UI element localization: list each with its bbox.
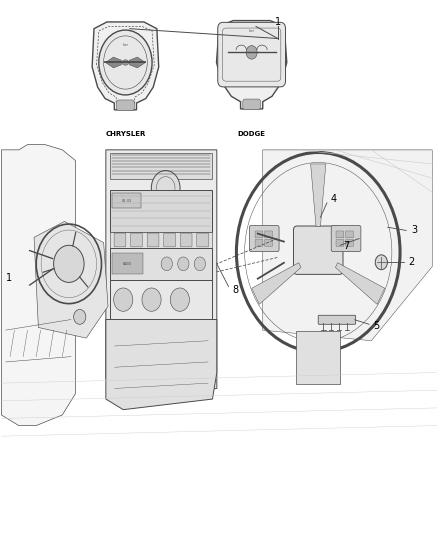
Text: 8: 8	[233, 285, 239, 295]
Circle shape	[161, 257, 173, 271]
FancyBboxPatch shape	[346, 239, 353, 246]
FancyBboxPatch shape	[110, 280, 212, 319]
Text: hor: hor	[123, 43, 128, 47]
Text: 1: 1	[6, 273, 12, 283]
Polygon shape	[34, 221, 108, 338]
Text: 1: 1	[275, 17, 281, 27]
FancyBboxPatch shape	[265, 231, 272, 238]
Text: DODGE: DODGE	[238, 131, 265, 138]
Text: 01:33: 01:33	[122, 199, 132, 203]
FancyBboxPatch shape	[131, 233, 142, 247]
FancyBboxPatch shape	[249, 225, 279, 252]
Polygon shape	[106, 150, 217, 399]
Text: 4: 4	[330, 194, 336, 204]
Circle shape	[114, 288, 133, 311]
Circle shape	[246, 46, 257, 59]
Polygon shape	[129, 57, 145, 68]
Polygon shape	[92, 22, 159, 110]
FancyBboxPatch shape	[293, 226, 343, 274]
Polygon shape	[311, 164, 326, 227]
FancyBboxPatch shape	[255, 239, 263, 246]
Polygon shape	[106, 57, 121, 68]
FancyBboxPatch shape	[114, 233, 126, 247]
Polygon shape	[336, 263, 385, 304]
Circle shape	[375, 255, 388, 270]
FancyBboxPatch shape	[243, 99, 261, 110]
Text: hor: hor	[249, 29, 254, 33]
Polygon shape	[106, 319, 217, 410]
Text: CHRYSLER: CHRYSLER	[105, 131, 145, 138]
Circle shape	[151, 171, 180, 206]
Circle shape	[170, 288, 189, 311]
FancyBboxPatch shape	[336, 231, 344, 238]
Circle shape	[178, 257, 189, 271]
FancyBboxPatch shape	[297, 330, 340, 384]
Circle shape	[99, 30, 152, 95]
Ellipse shape	[122, 60, 129, 65]
FancyBboxPatch shape	[117, 100, 134, 111]
FancyBboxPatch shape	[113, 253, 143, 274]
FancyBboxPatch shape	[336, 239, 344, 246]
Text: RADIO: RADIO	[123, 262, 132, 266]
FancyBboxPatch shape	[113, 193, 141, 208]
FancyBboxPatch shape	[346, 231, 353, 238]
Text: 5: 5	[374, 321, 380, 332]
Text: 7: 7	[343, 241, 350, 252]
FancyBboxPatch shape	[110, 152, 212, 179]
FancyBboxPatch shape	[110, 190, 212, 232]
FancyBboxPatch shape	[164, 233, 176, 247]
Text: 3: 3	[411, 225, 417, 236]
FancyBboxPatch shape	[218, 22, 286, 87]
Polygon shape	[252, 263, 301, 304]
FancyBboxPatch shape	[110, 232, 212, 248]
FancyBboxPatch shape	[265, 239, 272, 246]
FancyBboxPatch shape	[110, 248, 212, 280]
Text: 2: 2	[408, 257, 414, 267]
Polygon shape	[216, 21, 287, 109]
Circle shape	[53, 245, 84, 282]
FancyBboxPatch shape	[147, 233, 159, 247]
FancyBboxPatch shape	[180, 233, 192, 247]
FancyBboxPatch shape	[197, 233, 208, 247]
Polygon shape	[262, 150, 432, 341]
FancyBboxPatch shape	[331, 225, 361, 252]
FancyBboxPatch shape	[318, 316, 356, 324]
Circle shape	[194, 257, 205, 271]
Circle shape	[74, 310, 86, 324]
Polygon shape	[1, 144, 75, 425]
Circle shape	[142, 288, 161, 311]
FancyBboxPatch shape	[255, 231, 263, 238]
